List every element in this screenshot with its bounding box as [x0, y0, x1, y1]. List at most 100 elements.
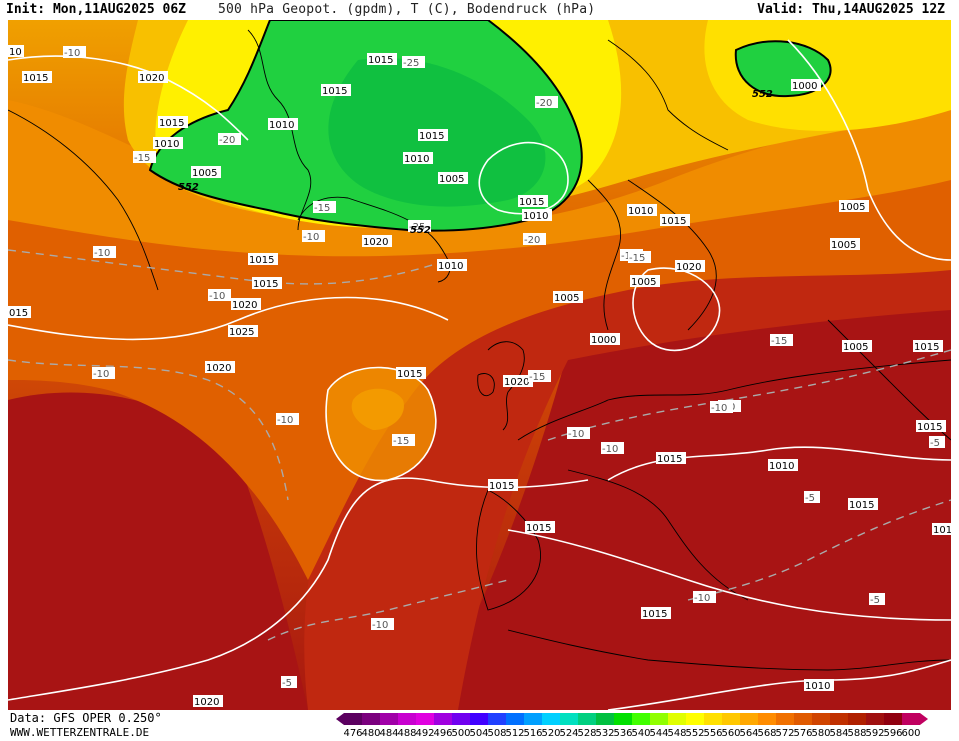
isobar-label: 10 — [8, 45, 24, 58]
isobar-label: 015 — [8, 306, 31, 319]
isobar-label: 1010 — [932, 523, 951, 536]
temperature-value: -10 — [64, 48, 80, 59]
isobar-value: 1015 — [519, 197, 544, 208]
isobar-value: 1015 — [397, 369, 422, 380]
isobar-value: 1015 — [657, 454, 682, 465]
weather-map: 1015 102010151010100510151010101510151010… — [8, 20, 951, 710]
temperature-value: -5 — [930, 438, 940, 449]
temperature-value: -15 — [629, 253, 645, 264]
dark-red-band-southwest — [8, 392, 308, 710]
isobar-label: 1010 — [268, 118, 298, 131]
temperature-label: -15 — [133, 151, 156, 164]
temperature-value: -10 — [602, 444, 618, 455]
isobar-value: 1015 — [368, 55, 393, 66]
legend-tick-label: 516 — [523, 728, 542, 739]
isobar-label: 1015 — [660, 214, 690, 227]
legend-swatch — [614, 713, 632, 725]
isobar-label: 1020 — [231, 298, 261, 311]
geopotential-label: 552 — [752, 89, 773, 100]
isobar-label: 1025 — [228, 325, 258, 338]
init-time: Init: Mon,11AUG2025 06Z — [6, 2, 187, 17]
isobar-label: 1015 — [396, 367, 426, 380]
legend-swatch — [866, 713, 884, 725]
temperature-label: -25 — [402, 56, 425, 69]
legend-swatch — [830, 713, 848, 725]
isobar-value: 1015 — [419, 131, 444, 142]
isobar-label: 1015 — [488, 479, 518, 492]
isobar-value: 10 — [9, 47, 22, 58]
isobar-label: 1010 — [522, 209, 552, 222]
legend-tick-label: 584 — [829, 728, 848, 739]
temperature-label: -10 — [710, 401, 733, 414]
isobar-label: 1015 — [158, 116, 188, 129]
isobar-value: 1005 — [840, 202, 865, 213]
isobar-label: 1015 — [22, 71, 52, 84]
temperature-value: -20 — [219, 135, 235, 146]
legend-swatch — [650, 713, 668, 725]
temperature-value: -15 — [393, 436, 409, 447]
temperature-label: -20 — [523, 233, 546, 246]
isobar-value: 1020 — [504, 377, 529, 388]
isobar-label: 1000 — [791, 79, 821, 92]
isobar-label: 1010 — [437, 259, 467, 272]
temperature-label: -10 — [93, 246, 116, 259]
temperature-label: -15 — [528, 370, 551, 383]
isobar-value: 1010 — [769, 461, 794, 472]
isobar-value: 1015 — [526, 523, 551, 534]
map-title: 500 hPa Geopot. (gpdm), T (C), Bodendruc… — [218, 2, 596, 17]
isobar-value: 1015 — [642, 609, 667, 620]
temperature-label: -15 — [313, 201, 336, 214]
isobar-value: 1015 — [249, 255, 274, 266]
legend-swatch — [524, 713, 542, 725]
legend-tick-label: 556 — [703, 728, 722, 739]
isobar-label: 1000 — [590, 333, 620, 346]
temperature-value: -25 — [409, 222, 425, 233]
temperature-lines — [8, 249, 951, 641]
isobar-label: 1015 — [321, 84, 351, 97]
temperature-value: -20 — [524, 235, 540, 246]
temperature-label: -25 — [408, 220, 431, 233]
isobar-label: 1010 — [153, 137, 183, 150]
legend-tick-label: 564 — [739, 728, 758, 739]
isobar-label: 1020 — [362, 235, 392, 248]
isobar-value: 1010 — [154, 139, 179, 150]
legend-swatch — [902, 713, 920, 725]
isobar-value: 1010 — [269, 120, 294, 131]
temperature-label: -10 — [208, 289, 231, 302]
isobar-value: 1020 — [194, 697, 219, 708]
isobar-value: 1005 — [631, 277, 656, 288]
legend-swatch — [470, 713, 488, 725]
legend-tick-label: 488 — [397, 728, 416, 739]
legend-tick-label: 528 — [577, 728, 596, 739]
legend-tick-label: 600 — [901, 728, 920, 739]
isobar-label: 1015 — [641, 607, 671, 620]
legend-tick-label: 568 — [757, 728, 776, 739]
isobar-value: 1025 — [229, 327, 254, 338]
isobar-value: 1015 — [661, 216, 686, 227]
site-url: WWW.WETTERZENTRALE.DE — [10, 726, 150, 739]
isobar-value: 1010 — [523, 211, 548, 222]
legend-swatch — [884, 713, 902, 725]
dark-red-band-southeast — [428, 300, 951, 710]
legend-tick-label: 512 — [505, 728, 524, 739]
isobar-label: 1005 — [842, 340, 872, 353]
legend-tick-label: 476 — [343, 728, 362, 739]
temperature-value: -10 — [694, 593, 710, 604]
legend-tick-label: 580 — [811, 728, 830, 739]
isobar-label: 1010 — [804, 679, 834, 692]
isobar-value: 1005 — [831, 240, 856, 251]
legend-swatch — [542, 713, 560, 725]
isobar-value: 1010 — [933, 525, 951, 536]
temperature-value: -15 — [771, 336, 787, 347]
legend-swatch — [416, 713, 434, 725]
legend-tick-label: 484 — [379, 728, 398, 739]
isobar-value: 1020 — [206, 363, 231, 374]
geopotential-label: 552 — [410, 225, 431, 236]
isobar-value: 1015 — [23, 73, 48, 84]
temperature-value: -10 — [711, 403, 727, 414]
temperature-label: -10 — [92, 367, 115, 380]
isobar-value: 1005 — [192, 168, 217, 179]
red-band-mid — [304, 260, 951, 710]
legend-tick-label: 496 — [433, 728, 452, 739]
legend-swatch — [632, 713, 650, 725]
